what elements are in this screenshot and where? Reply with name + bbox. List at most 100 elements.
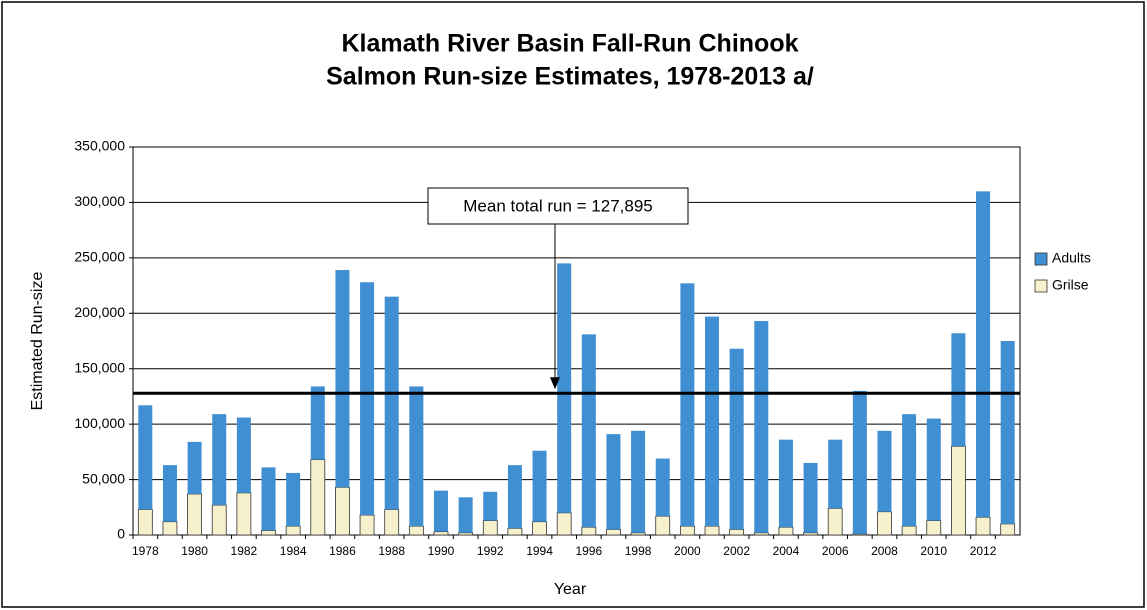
bar-segment [433,531,449,536]
bar-segment [754,321,769,533]
bar-segment [236,492,252,536]
bar-segment [137,509,153,536]
bar-segment [187,441,202,494]
bar-segment [384,296,399,510]
bar-segment [827,507,843,536]
x-tick-label: 1996 [575,544,602,558]
bar-segment [606,434,621,530]
chart-title: Klamath River Basin Fall-Run Chinook [341,30,798,58]
bar-segment [877,511,892,536]
bar-segment [803,532,818,536]
bar-segment [409,386,424,527]
x-tick-label: 2004 [773,544,800,558]
bar-segment [458,497,473,533]
bar-segment [679,525,695,536]
bar-segment [606,529,621,536]
x-tick-label: 2008 [871,544,898,558]
bar-segment [236,417,251,493]
x-tick-label: 1994 [526,544,553,558]
bar-segment [581,526,597,536]
y-tick-label: 0 [117,526,125,542]
bar-segment [729,348,744,530]
bar-segment [162,465,177,522]
bar-segment [778,526,794,536]
bar-segment [211,504,227,536]
x-tick-label: 2010 [920,544,947,558]
bar-segment [901,525,917,536]
bar-segment [729,529,745,536]
bar-segment [335,270,350,488]
bar-segment [212,414,227,506]
bar-segment [630,532,646,536]
bar-segment [458,532,474,536]
bar-segment [138,405,153,510]
legend-label: Adults [1052,250,1091,266]
x-tick-label: 1982 [231,544,258,558]
chart-title: Salmon Run-size Estimates, 1978-2013 a/ [326,63,814,91]
bar-segment [286,472,301,527]
x-tick-label: 1998 [625,544,652,558]
bar-segment [926,520,942,536]
legend-swatch [1034,252,1048,266]
bar-segment [482,520,498,536]
bar-segment [532,450,547,522]
legend-swatch [1034,279,1048,293]
bar-segment [408,525,424,536]
bar-segment [902,414,917,527]
x-tick-label: 1984 [280,544,307,558]
bar-segment [360,282,375,516]
x-tick-label: 2000 [674,544,701,558]
bar-segment [310,459,326,536]
bar-segment [359,514,375,536]
legend-label: Grilse [1052,277,1089,293]
bar-segment [1000,523,1016,536]
bar-segment [655,515,671,536]
bar-segment [951,333,966,447]
x-tick-label: 1980 [181,544,208,558]
bar-segment [384,509,400,536]
bar-segment [753,532,769,536]
bar-segment [631,430,646,533]
x-tick-label: 2012 [970,544,997,558]
bar-segment [532,521,547,536]
bar-segment [310,386,325,460]
y-tick-label: 150,000 [74,359,125,375]
bar-segment [655,458,670,517]
y-tick-label: 100,000 [74,415,125,431]
bar-segment [581,334,596,528]
bar-segment [162,521,178,536]
x-tick-label: 2002 [723,544,750,558]
x-tick-label: 1990 [428,544,455,558]
x-tick-label: 1988 [378,544,405,558]
bar-segment [557,263,572,513]
bar-segment [852,390,867,534]
annotation: Mean total run = 127,895 [463,196,653,215]
y-axis-label: Estimated Run-size [29,272,46,411]
bar-segment [951,445,966,536]
bar-segment [507,527,523,536]
arrow-head [550,377,560,390]
annotation-box [427,187,689,225]
bar-segment [852,533,868,536]
y-tick-label: 50,000 [82,470,125,486]
y-tick-label: 300,000 [74,193,125,209]
bar-segment [803,462,818,533]
bar-segment [556,512,572,536]
bar-segment [704,525,720,536]
x-tick-label: 1992 [477,544,504,558]
y-tick-label: 200,000 [74,304,125,320]
y-tick-label: 350,000 [74,138,125,154]
bar-segment [261,467,276,531]
bar-segment [1000,341,1015,524]
bar-segment [285,525,301,536]
bar-segment [507,465,522,529]
bar-segment [828,439,843,509]
bar-segment [261,530,276,536]
bar-segment [976,191,991,518]
bar-segment [778,439,793,528]
bar-segment [335,486,350,536]
bar-segment [705,316,720,527]
x-tick-label: 1986 [329,544,356,558]
